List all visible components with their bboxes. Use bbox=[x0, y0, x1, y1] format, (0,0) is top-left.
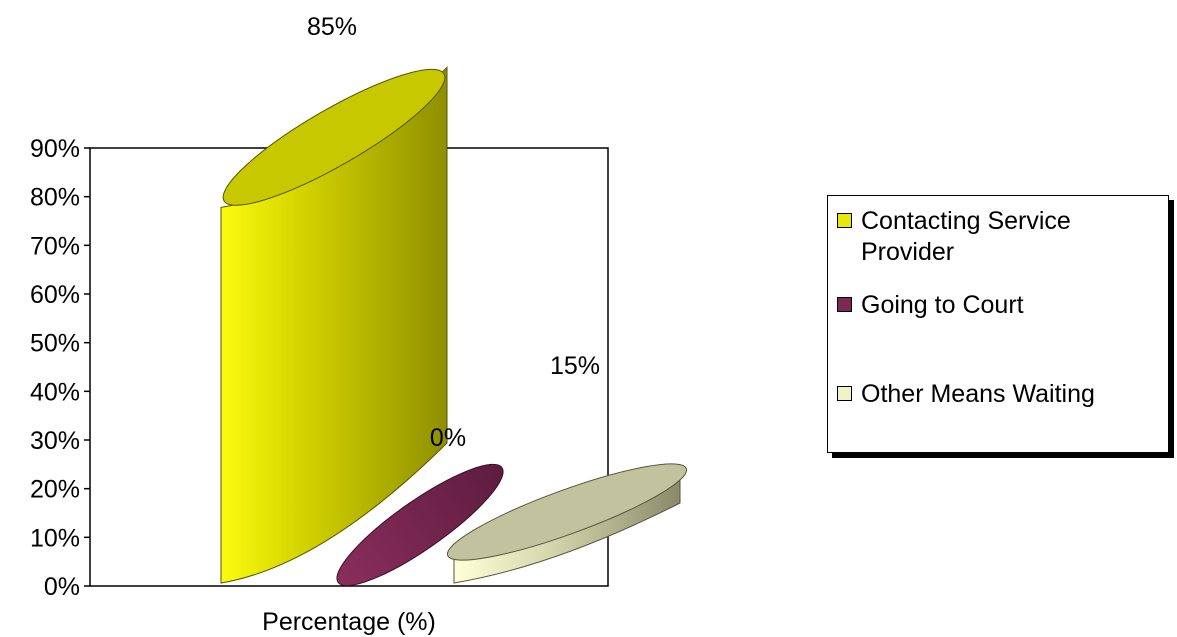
legend-label: Going to Court bbox=[861, 291, 1024, 319]
y-tick-label: 90% bbox=[30, 135, 80, 163]
y-tick-label: 0% bbox=[44, 573, 80, 601]
bar-contacting-service-provider bbox=[220, 66, 448, 584]
data-label: 85% bbox=[307, 13, 357, 41]
y-tick-label: 50% bbox=[30, 330, 80, 358]
y-tick-label: 60% bbox=[30, 281, 80, 309]
legend-item-contacting-service-provider: Contacting Service Provider bbox=[837, 206, 1071, 268]
data-label: 15% bbox=[550, 352, 600, 380]
y-tick-label: 40% bbox=[30, 378, 80, 406]
bar-top bbox=[222, 68, 446, 206]
bar-top bbox=[336, 463, 504, 587]
y-tick-label: 80% bbox=[30, 184, 80, 212]
legend-item-going-to-court: Going to Court bbox=[837, 290, 1024, 321]
legend-item-other-means-waiting: Other Means Waiting bbox=[837, 379, 1095, 410]
axes: 0% 10% 20% 30% 40% 50% 60% 70% 80% 90% Percentage … bbox=[30, 135, 609, 636]
y-tick-label: 30% bbox=[30, 427, 80, 455]
plot-area bbox=[220, 66, 688, 587]
bar-top bbox=[446, 463, 688, 561]
legend-swatch-yellow bbox=[837, 213, 852, 228]
bar-going-to-court bbox=[336, 463, 504, 587]
y-tick-label: 20% bbox=[30, 476, 80, 504]
legend-label: Other Means Waiting bbox=[861, 380, 1095, 408]
y-tick-label: 70% bbox=[30, 232, 80, 260]
legend-swatch-cream bbox=[837, 386, 852, 401]
legend-label: Contacting Service Provider bbox=[861, 207, 1071, 266]
bar-other-means-waiting bbox=[446, 463, 688, 584]
x-axis-label: Percentage (%) bbox=[262, 608, 436, 636]
legend: Contacting Service Provider Going to Cou… bbox=[827, 195, 1169, 453]
data-labels: 85% 0% 15% bbox=[307, 13, 600, 452]
data-label: 0% bbox=[430, 424, 466, 452]
legend-swatch-purple bbox=[837, 297, 852, 312]
y-tick-label: 10% bbox=[30, 524, 80, 552]
